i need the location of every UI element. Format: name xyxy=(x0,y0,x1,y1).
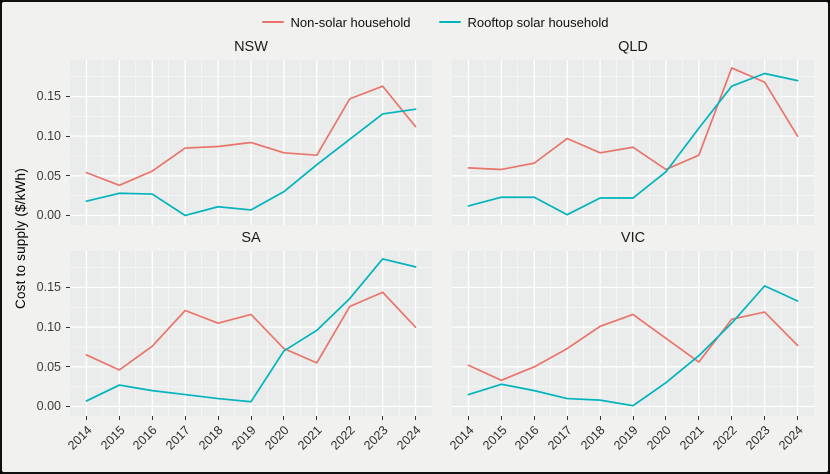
series-line-rooftop-solar-household xyxy=(467,72,799,216)
y-axis-title: Cost to supply ($/kWh) xyxy=(12,167,28,309)
series-line-rooftop-solar-household xyxy=(85,258,417,403)
x-tick-mark xyxy=(217,416,219,420)
series-line-non-solar-household xyxy=(85,85,417,187)
x-tick-mark xyxy=(665,416,667,420)
y-tick-label: 0.15 xyxy=(36,280,61,295)
x-tick-label: 2020 xyxy=(644,423,674,453)
x-tick-label: 2020 xyxy=(262,423,292,453)
x-tick-mark xyxy=(566,416,568,420)
series-line-non-solar-household xyxy=(467,67,799,171)
x-tick-label: 2015 xyxy=(479,423,510,453)
x-tick-mark xyxy=(382,416,384,420)
facet-panel-qld xyxy=(452,60,814,225)
series-line-non-solar-household xyxy=(467,311,799,382)
x-tick-label: 2022 xyxy=(710,423,740,453)
x-tick-label: 2022 xyxy=(328,423,358,453)
x-tick-label: 2024 xyxy=(393,423,424,453)
y-tick-mark xyxy=(66,214,70,216)
x-tick-mark xyxy=(118,416,120,420)
x-tick-mark xyxy=(316,416,318,420)
x-tick-mark xyxy=(283,416,285,420)
x-tick-label: 2016 xyxy=(512,423,543,453)
x-tick-label: 2023 xyxy=(742,423,773,453)
x-tick-mark xyxy=(533,416,535,420)
y-tick-mark xyxy=(66,405,70,407)
x-tick-mark xyxy=(415,416,417,420)
facet-panel-vic xyxy=(452,251,814,416)
x-tick-label: 2021 xyxy=(295,423,325,453)
facet-panel-nsw xyxy=(70,60,432,225)
x-tick-mark xyxy=(797,416,799,420)
y-tick-mark xyxy=(66,286,70,288)
x-tick-label: 2019 xyxy=(611,423,641,453)
series-line-rooftop-solar-household xyxy=(467,285,799,407)
y-axis-ticks-top: 0.00 0.05 0.10 0.15 xyxy=(30,60,70,225)
legend-label: Non-solar household xyxy=(290,14,411,30)
facet-title-sa: SA xyxy=(241,230,261,246)
x-tick-mark xyxy=(349,416,351,420)
y-tick-label: 0.15 xyxy=(36,89,61,104)
x-tick-label: 2019 xyxy=(229,423,259,453)
facet-title-qld: QLD xyxy=(618,39,648,55)
y-tick-label: 0.10 xyxy=(36,129,61,144)
legend-item-rooftop-solar: Rooftop solar household xyxy=(438,14,609,30)
x-tick-label: 2017 xyxy=(163,423,194,453)
y-tick-mark xyxy=(66,95,70,97)
x-tick-label: 2018 xyxy=(196,423,226,453)
x-tick-label: 2023 xyxy=(360,423,391,453)
x-tick-label: 2021 xyxy=(677,423,707,453)
y-tick-label: 0.05 xyxy=(36,168,61,183)
line-swatch-icon xyxy=(438,20,461,24)
facet-panel-sa xyxy=(70,251,432,416)
y-tick-label: 0.10 xyxy=(36,320,61,335)
series-line-non-solar-household xyxy=(85,291,417,371)
x-tick-mark xyxy=(764,416,766,420)
facet-title-vic: VIC xyxy=(620,230,646,246)
x-tick-mark xyxy=(85,416,87,420)
y-tick-mark xyxy=(66,326,70,328)
x-tick-mark xyxy=(467,416,469,420)
x-axis-left-column: 2014 2015 2016 2017 2018 2019 2020 2021 2022 2023… xyxy=(65,416,432,468)
x-tick-mark xyxy=(599,416,601,420)
series-line-rooftop-solar-household xyxy=(85,108,417,217)
x-tick-mark xyxy=(500,416,502,420)
y-tick-label: 0.05 xyxy=(36,359,61,374)
y-tick-mark xyxy=(66,175,70,177)
legend: Non-solar household Rooftop solar househ… xyxy=(56,10,814,34)
x-tick-label: 2014 xyxy=(446,423,477,453)
y-tick-mark xyxy=(66,366,70,368)
x-tick-label: 2017 xyxy=(545,423,576,453)
y-tick-label: 0.00 xyxy=(36,208,61,223)
facet-grid: Cost to supply ($/kWh) NSW QLD SA VIC 0.… xyxy=(10,34,814,468)
x-tick-mark xyxy=(632,416,634,420)
x-tick-label: 2018 xyxy=(578,423,608,453)
y-tick-mark xyxy=(66,135,70,137)
x-axis-right-column: 2014 2015 2016 2017 2018 2019 2020 2021 2022 2023… xyxy=(447,416,814,468)
x-tick-label: 2016 xyxy=(130,423,161,453)
legend-item-non-solar: Non-solar household xyxy=(261,14,411,30)
line-swatch-icon xyxy=(261,20,284,24)
y-axis-ticks-bottom: 0.00 0.05 0.10 0.15 xyxy=(30,251,70,416)
legend-label: Rooftop solar household xyxy=(467,14,609,30)
x-tick-label: 2014 xyxy=(64,423,95,453)
x-tick-mark xyxy=(698,416,700,420)
x-tick-mark xyxy=(731,416,733,420)
y-tick-label: 0.00 xyxy=(36,399,61,414)
x-tick-label: 2024 xyxy=(775,423,806,453)
x-tick-mark xyxy=(151,416,153,420)
x-tick-mark xyxy=(250,416,252,420)
x-tick-mark xyxy=(184,416,186,420)
facet-title-nsw: NSW xyxy=(234,39,268,55)
x-tick-label: 2015 xyxy=(97,423,128,453)
